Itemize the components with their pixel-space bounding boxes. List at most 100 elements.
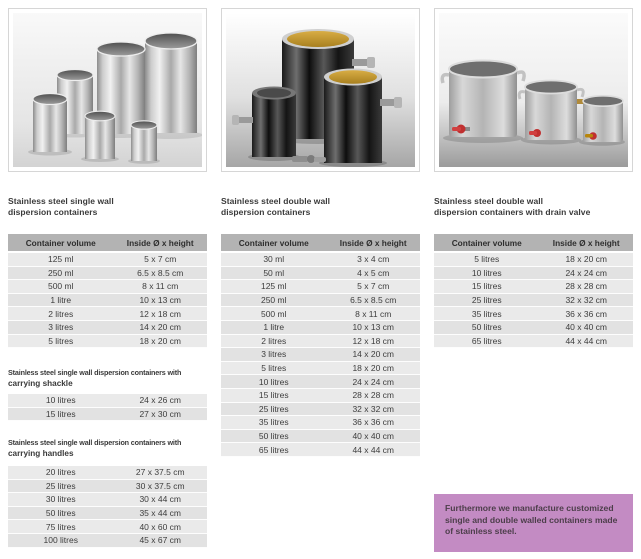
volume-cell: 5 litres xyxy=(48,335,74,346)
drain-valve-containers-photo xyxy=(434,8,633,172)
volume-cell: 500 ml xyxy=(260,308,287,319)
drain-valve-icon xyxy=(529,129,541,137)
table-row: 50 litres 35 x 44 cm xyxy=(8,506,207,521)
size-cell: 18 x 20 cm xyxy=(565,254,608,265)
size-cell: 35 x 44 cm xyxy=(139,508,182,519)
single-wall-containers-photo xyxy=(8,8,207,172)
volume-cell: 2 litres xyxy=(48,308,74,319)
table-row: 1 litre 10 x 13 cm xyxy=(8,293,207,308)
table-row: 15 litres 28 x 28 cm xyxy=(221,388,420,403)
table-row: 65 litres 44 x 44 cm xyxy=(221,443,420,457)
volume-cell: 65 litres xyxy=(258,444,289,455)
table-row: 2 litres 12 x 18 cm xyxy=(8,307,207,321)
volume-cell: 25 litres xyxy=(258,403,289,414)
size-cell: 40 x 40 cm xyxy=(352,431,395,442)
volume-cell: 15 litres xyxy=(471,281,502,292)
section-heading-single-wall: Stainless steel single wall dispersion c… xyxy=(8,196,114,217)
table-row: 30 ml 3 x 4 cm xyxy=(221,253,420,267)
volume-cell: 35 litres xyxy=(471,308,502,319)
heading-line: dispersion containers xyxy=(8,206,98,217)
table-row: 20 litres 27 x 37.5 cm xyxy=(8,466,207,480)
column-drain-valve: Stainless steel double wall dispersion c… xyxy=(434,0,633,559)
table-row: 3 litres 14 x 20 cm xyxy=(221,348,420,362)
size-cell: 36 x 36 cm xyxy=(352,417,395,428)
table-row: 25 litres 30 x 37.5 cm xyxy=(8,479,207,494)
table-row: 10 litres 24 x 24 cm xyxy=(221,375,420,389)
size-cell: 28 x 28 cm xyxy=(352,390,395,401)
volume-cell: 5 litres xyxy=(261,363,287,374)
size-cell: 27 x 37.5 cm xyxy=(135,467,185,478)
table-row: 100 litres 45 x 67 cm xyxy=(8,533,207,548)
drain-valve-containers-image xyxy=(439,13,628,167)
single-wall-containers-image xyxy=(13,13,202,167)
table-row: 25 litres 32 x 32 cm xyxy=(221,402,420,417)
table-row: 35 litres 36 x 36 cm xyxy=(434,307,633,321)
size-cell: 6.5 x 8.5 cm xyxy=(350,295,397,306)
size-cell: 5 x 7 cm xyxy=(357,281,390,292)
size-cell: 32 x 32 cm xyxy=(565,295,608,306)
volume-cell: 50 ml xyxy=(263,267,285,278)
size-cell: 14 x 20 cm xyxy=(352,349,395,360)
table-header: Container volume Inside Ø x height xyxy=(8,234,207,251)
volume-cell: 3 litres xyxy=(261,349,287,360)
size-cell: 10 x 13 cm xyxy=(139,295,182,306)
volume-cell: 125 ml xyxy=(47,254,74,265)
custom-manufacturing-note: Furthermore we manufacture customized si… xyxy=(434,494,633,552)
size-cell: 36 x 36 cm xyxy=(565,308,608,319)
volume-cell: 125 ml xyxy=(260,281,287,292)
volume-cell: 35 litres xyxy=(258,417,289,428)
table-header: Container volume Inside Ø x height xyxy=(221,234,420,251)
volume-cell: 10 litres xyxy=(45,395,76,406)
section-heading-double-wall: Stainless steel double wall dispersion c… xyxy=(221,196,330,217)
column-double-wall: Stainless steel double wall dispersion c… xyxy=(221,0,420,559)
table-row: 2 litres 12 x 18 cm xyxy=(221,334,420,349)
volume-cell: 25 litres xyxy=(45,480,76,491)
size-cell: 27 x 30 cm xyxy=(139,408,182,419)
table-row: 125 ml 5 x 7 cm xyxy=(8,253,207,267)
volume-cell: 2 litres xyxy=(261,335,287,346)
size-cell: 24 x 24 cm xyxy=(352,376,395,387)
section-heading-carrying-shackle: Stainless steel single wall dispersion c… xyxy=(8,368,181,389)
volume-cell: 5 litres xyxy=(474,254,500,265)
volume-cell: 50 litres xyxy=(45,508,76,519)
column-single-wall: Stainless steel single wall dispersion c… xyxy=(8,0,207,559)
size-cell: 30 x 44 cm xyxy=(139,494,182,505)
size-cell: 6.5 x 8.5 cm xyxy=(137,267,184,278)
volume-cell: 3 litres xyxy=(48,322,74,333)
heading-line: Stainless steel single wall dispersion c… xyxy=(8,368,182,377)
table-row: 250 ml 6.5 x 8.5 cm xyxy=(8,266,207,281)
drain-valve-icon xyxy=(585,132,597,140)
size-cell: 32 x 32 cm xyxy=(352,403,395,414)
table-row: 50 ml 4 x 5 cm xyxy=(221,266,420,281)
volume-cell: 20 litres xyxy=(45,467,76,478)
table-row: 65 litres 44 x 44 cm xyxy=(434,334,633,349)
double-wall-containers-photo xyxy=(221,8,420,172)
heading-line: Stainless steel double wall xyxy=(434,196,544,206)
volume-cell: 10 litres xyxy=(471,267,502,278)
size-cell: 8 x 11 cm xyxy=(355,308,392,319)
carrying-handles-table: 20 litres 27 x 37.5 cm 25 litres 30 x 37.5 … xyxy=(8,466,207,548)
volume-cell: 1 litre xyxy=(50,295,72,306)
table-row: 10 litres 24 x 24 cm xyxy=(434,266,633,281)
table-row: 10 litres 24 x 26 cm xyxy=(8,394,207,408)
heading-line: carrying shackle xyxy=(8,378,73,388)
table-row: 5 litres 18 x 20 cm xyxy=(434,253,633,267)
size-cell: 10 x 13 cm xyxy=(352,322,395,333)
single-wall-table: 125 ml 5 x 7 cm 250 ml 6.5 x 8.5 cm 500 ml 8 … xyxy=(8,253,207,349)
volume-cell: 500 ml xyxy=(47,281,74,292)
size-header: Inside Ø x height xyxy=(552,237,620,248)
table-row: 500 ml 8 x 11 cm xyxy=(8,280,207,294)
table-row: 1 litre 10 x 13 cm xyxy=(221,320,420,335)
double-wall-table: 30 ml 3 x 4 cm 50 ml 4 x 5 cm 125 ml 5 x 7 cm… xyxy=(221,253,420,457)
table-row: 15 litres 27 x 30 cm xyxy=(8,407,207,422)
table-row: 35 litres 36 x 36 cm xyxy=(221,416,420,430)
volume-cell: 65 litres xyxy=(471,335,502,346)
volume-header: Container volume xyxy=(451,237,522,248)
size-cell: 18 x 20 cm xyxy=(352,363,395,374)
table-header: Container volume Inside Ø x height xyxy=(434,234,633,251)
heading-line: Stainless steel single wall xyxy=(8,196,114,206)
table-row: 25 litres 32 x 32 cm xyxy=(434,293,633,308)
volume-cell: 250 ml xyxy=(260,295,287,306)
table-row: 3 litres 14 x 20 cm xyxy=(8,320,207,335)
table-row: 75 litres 40 x 60 cm xyxy=(8,520,207,534)
